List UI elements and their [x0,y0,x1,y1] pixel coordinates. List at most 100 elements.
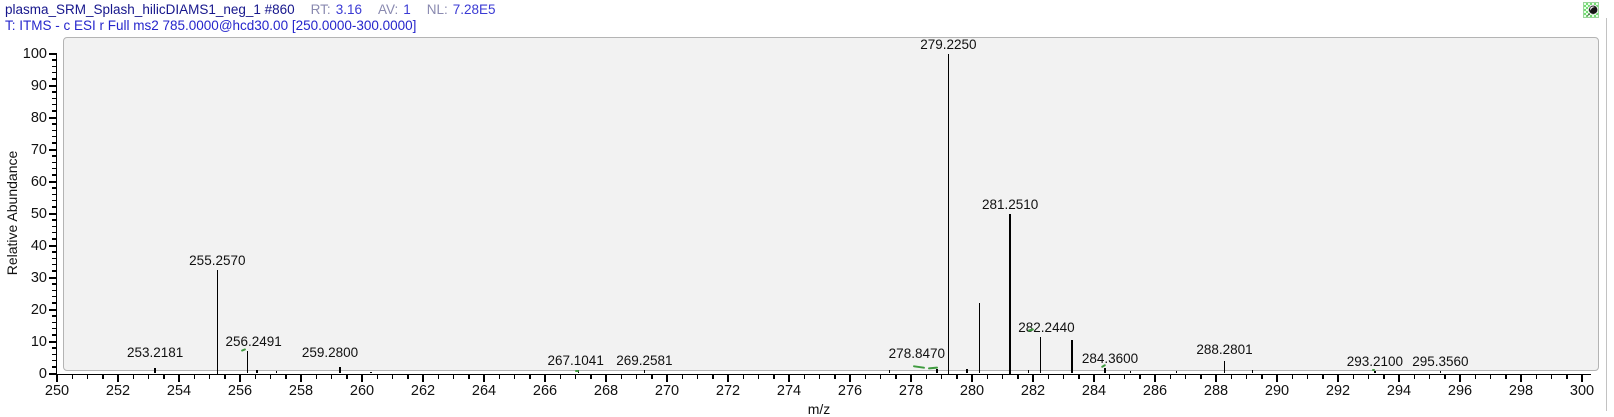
x-minor-tick [1306,375,1309,379]
x-minor-tick [1383,375,1385,379]
y-minor-tick [52,103,57,106]
y-tick-label: 70 [30,141,47,158]
x-minor-tick [574,375,577,379]
pin-icon[interactable] [1583,2,1599,18]
y-tick-label: 50 [30,205,47,222]
x-minor-tick [1108,375,1110,379]
y-minor-tick [52,257,57,260]
pane-right-divider [1606,18,1607,411]
x-minor-tick [71,375,73,379]
y-minor-tick [52,315,57,317]
x-minor-tick [132,375,134,379]
y-major-tick [48,148,57,151]
scan-filter-line: T: ITMS - c ESI r Full ms2 785.0000@hcd3… [5,18,417,33]
peak-label: 281.2510 [981,196,1039,212]
av-label: AV: [377,2,399,17]
x-minor-tick [376,375,378,379]
y-minor-tick [52,167,57,170]
x-minor-tick [956,375,958,379]
x-major-tick [971,375,973,382]
plot-area[interactable] [63,37,1599,371]
x-minor-tick [635,375,638,379]
x-major-tick [483,375,485,382]
x-minor-tick [1047,375,1049,379]
x-tick-label: 250 [44,383,70,399]
x-minor-tick [773,375,775,379]
x-major-tick [1520,375,1522,382]
y-minor-tick [52,155,57,157]
y-minor-tick [52,135,57,138]
x-major-tick [422,375,424,382]
y-tick-label: 0 [38,365,47,382]
peak-label: 284.3600 [1081,350,1139,366]
x-minor-tick [346,375,348,379]
x-minor-tick [1291,375,1293,379]
x-minor-tick [407,375,409,379]
x-tick-label: 278 [898,383,924,399]
y-tick-label: 100 [22,45,47,62]
y-major-tick [48,180,57,183]
x-major-tick [1154,375,1156,382]
x-minor-tick [1245,375,1248,379]
y-tick-label: 40 [30,237,47,254]
y-minor-tick [52,71,57,74]
x-axis-line [57,373,1591,375]
y-minor-tick [52,359,57,362]
x-tick-label: 290 [1264,383,1290,399]
x-minor-tick [437,375,439,379]
x-minor-tick [1139,375,1141,379]
x-minor-tick [208,375,211,379]
y-minor-tick [52,174,57,176]
x-major-tick [1581,375,1583,382]
x-tick-label: 256 [227,383,253,399]
y-minor-tick [52,231,57,234]
x-major-tick [910,375,912,382]
x-tick-label: 260 [349,383,375,399]
peak-label: 267.1041 [547,353,604,369]
peak-line [1223,360,1226,374]
x-minor-tick [452,375,455,379]
x-tick-label: 276 [837,383,863,399]
peak-line [1009,213,1011,374]
x-minor-tick [163,375,165,379]
peak-label: 295.3560 [1412,353,1469,369]
x-minor-tick [1413,375,1415,379]
x-tick-label: 294 [1386,383,1412,399]
peak-label: 282.2440 [1018,319,1075,335]
x-major-tick [1337,375,1339,382]
peak-label: 288.2801 [1196,341,1253,357]
x-tick-label: 252 [105,383,131,399]
x-major-tick [1276,375,1278,382]
y-tick-label: 30 [30,269,47,286]
peak-line [1104,367,1106,374]
y-major-tick [48,244,57,247]
y-minor-tick [52,91,57,93]
x-minor-tick [895,375,897,379]
x-major-tick [788,375,790,382]
x-minor-tick [102,375,104,379]
x-minor-tick [696,375,699,379]
av-value: 1 [403,2,411,17]
x-minor-tick [1261,375,1263,379]
x-tick-label: 264 [471,383,497,399]
y-major-tick [48,340,57,343]
x-minor-tick [224,375,226,379]
y-minor-tick [52,129,57,132]
x-minor-tick [1017,375,1019,379]
peak-label: 259.2800 [301,345,359,361]
x-minor-tick [1550,375,1553,379]
x-minor-tick [1322,375,1324,379]
x-major-tick [666,375,668,382]
x-axis-title: m/z [807,401,831,417]
x-tick-label: 262 [410,383,436,399]
y-minor-tick [52,347,57,349]
y-major-tick [48,308,57,311]
peak-line [978,303,981,374]
x-tick-label: 270 [654,383,680,399]
x-minor-tick [590,375,592,379]
x-minor-tick [559,375,561,379]
x-major-tick [849,375,851,382]
x-minor-tick [818,375,821,379]
x-tick-label: 254 [166,383,192,399]
green-centroid-mark [1371,369,1375,372]
